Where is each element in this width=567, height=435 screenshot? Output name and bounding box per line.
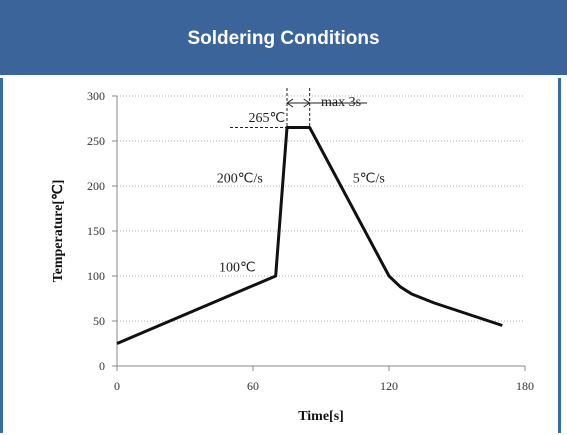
y-tick-label-0: 0 <box>99 359 105 373</box>
x-tick-label-60: 60 <box>247 379 259 393</box>
y-axis-label: Temperature[℃] <box>51 180 66 283</box>
y-tick-label-300: 300 <box>87 89 105 103</box>
anno-peak-temp: 265℃ <box>248 111 285 126</box>
y-tick-label-150: 150 <box>87 224 105 238</box>
anno-ramp-down-rate: 5℃/s <box>353 171 385 186</box>
series-line-0 <box>116 126 503 345</box>
y-tick-label-250: 250 <box>87 134 105 148</box>
x-tick-label-0: 0 <box>114 379 120 393</box>
axes <box>112 95 526 371</box>
header-bar: Soldering Conditions <box>0 0 567 78</box>
annotations: 265℃ 200℃/s 5℃/s 100℃ max 3s <box>217 88 385 276</box>
page-title: Soldering Conditions <box>187 28 380 49</box>
x-tick-label-120: 120 <box>380 379 398 393</box>
anno-preheat-temp: 100℃ <box>219 261 256 276</box>
dim-arrow-heads <box>286 98 310 108</box>
series-group <box>116 126 503 345</box>
axis-labels: Time[s] Temperature[℃] <box>51 180 344 424</box>
y-tick-label-200: 200 <box>87 179 105 193</box>
tick-labels: 0 50 100 150 200 250 300 0 60 120 180 <box>87 89 534 393</box>
anno-ramp-up-rate: 200℃/s <box>217 171 263 186</box>
anno-max-time: max 3s <box>321 95 361 110</box>
x-axis-label: Time[s] <box>298 409 344 424</box>
y-tick-label-100: 100 <box>87 269 105 283</box>
grid-lines <box>117 95 525 322</box>
y-tick-label-50: 50 <box>93 314 105 328</box>
x-tick-label-180: 180 <box>516 379 534 393</box>
